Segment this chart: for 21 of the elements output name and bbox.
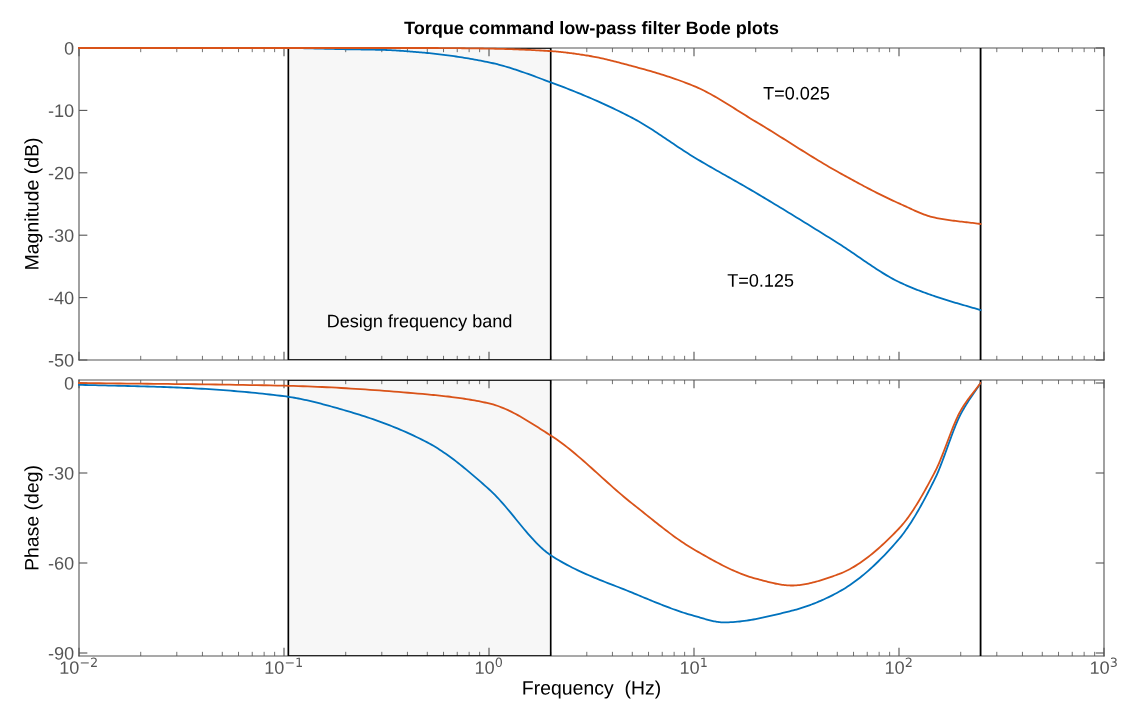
annotation: T=0.025 bbox=[763, 86, 830, 100]
y-tick-label: -10 bbox=[48, 104, 74, 118]
y-tick-label: -20 bbox=[48, 166, 74, 180]
y-axis-title: Phase (deg) bbox=[24, 466, 43, 570]
band-label: Design frequency band bbox=[328, 314, 512, 331]
x-tick-label: 10$^{3}$ bbox=[1090, 657, 1117, 674]
x-tick-label: 10$^{0}$ bbox=[475, 657, 503, 674]
y-tick-label: -30 bbox=[48, 229, 74, 242]
y-tick-label: -60 bbox=[48, 556, 74, 570]
y-tick-label: -40 bbox=[48, 291, 74, 305]
y-tick-label: -30 bbox=[48, 466, 74, 480]
chart-title: Torque command low-pass filter Bode plots bbox=[404, 21, 779, 38]
x-tick-label: 10$^{2}$ bbox=[885, 657, 912, 674]
x-tick-label: 10$^{−1}$ bbox=[265, 657, 302, 674]
x-axis-title: Frequency (Hz) bbox=[523, 680, 660, 699]
y-tick-label: 0 bbox=[64, 41, 74, 55]
x-tick-label: 10$^{1}$ bbox=[680, 657, 707, 674]
annotation: T=0.125 bbox=[727, 274, 794, 287]
y-axis-title: Magnitude (dB) bbox=[24, 138, 43, 269]
y-tick-label: 0 bbox=[64, 376, 74, 390]
y-tick-label: -50 bbox=[48, 353, 74, 367]
